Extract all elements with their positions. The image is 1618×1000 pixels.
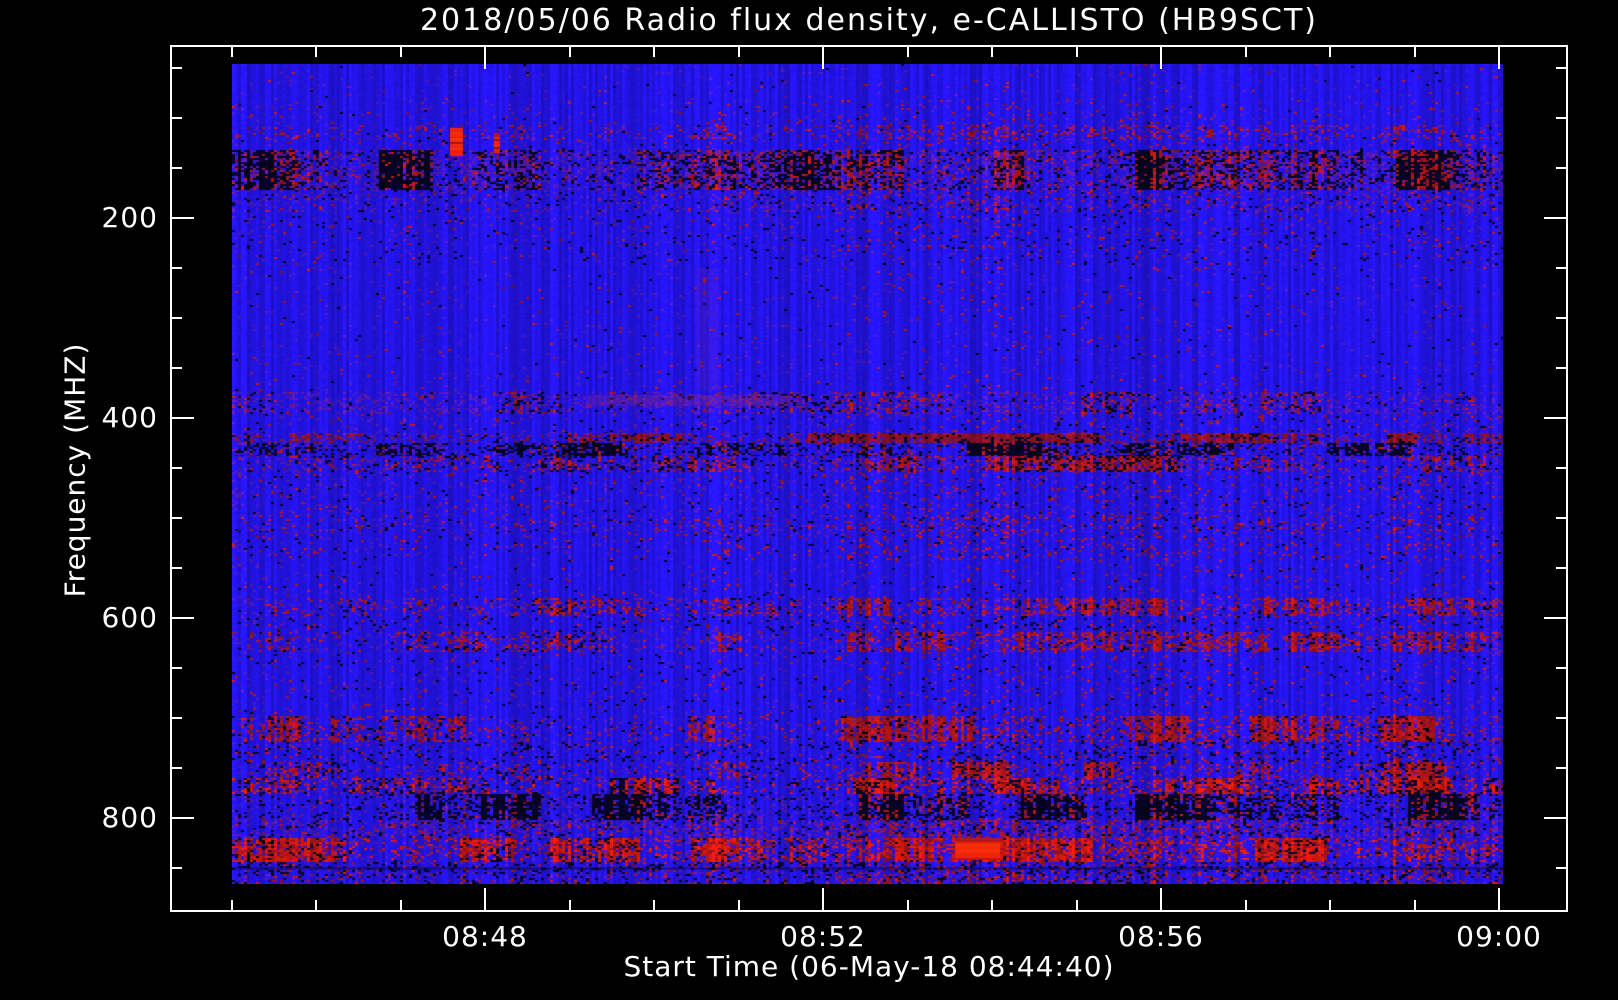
y-tick-label: 600 bbox=[101, 601, 158, 634]
y-major-tick bbox=[170, 417, 194, 419]
x-minor-tick bbox=[991, 45, 993, 57]
x-minor-tick bbox=[653, 900, 655, 912]
y-minor-tick bbox=[170, 267, 182, 269]
y-minor-tick bbox=[1556, 467, 1568, 469]
x-minor-tick bbox=[1414, 45, 1416, 57]
y-minor-tick bbox=[170, 467, 182, 469]
y-minor-tick bbox=[170, 367, 182, 369]
y-major-tick bbox=[170, 217, 194, 219]
y-tick-label: 400 bbox=[101, 401, 158, 434]
x-minor-tick bbox=[1245, 900, 1247, 912]
x-major-tick bbox=[1498, 888, 1500, 912]
y-major-tick bbox=[170, 617, 194, 619]
y-minor-tick bbox=[170, 567, 182, 569]
y-minor-tick bbox=[1556, 667, 1568, 669]
y-minor-tick bbox=[1556, 317, 1568, 319]
y-minor-tick bbox=[170, 67, 182, 69]
y-tick-label: 200 bbox=[101, 201, 158, 234]
y-minor-tick bbox=[1556, 867, 1568, 869]
y-minor-tick bbox=[170, 167, 182, 169]
x-minor-tick bbox=[1329, 45, 1331, 57]
x-major-tick bbox=[822, 45, 824, 69]
x-minor-tick bbox=[991, 900, 993, 912]
x-minor-tick bbox=[315, 900, 317, 912]
y-minor-tick bbox=[170, 767, 182, 769]
y-major-tick bbox=[1544, 617, 1568, 619]
plot-frame bbox=[170, 45, 1568, 912]
y-minor-tick bbox=[170, 667, 182, 669]
y-minor-tick bbox=[1556, 67, 1568, 69]
x-major-tick bbox=[484, 888, 486, 912]
spectrogram-canvas bbox=[232, 64, 1503, 884]
x-minor-tick bbox=[738, 900, 740, 912]
chart-title: 2018/05/06 Radio flux density, e-CALLIST… bbox=[419, 3, 1319, 38]
y-minor-tick bbox=[1556, 517, 1568, 519]
y-minor-tick bbox=[1556, 367, 1568, 369]
x-minor-tick bbox=[315, 45, 317, 57]
x-major-tick bbox=[822, 888, 824, 912]
y-minor-tick bbox=[1556, 717, 1568, 719]
x-tick-label: 08:48 bbox=[442, 920, 528, 953]
y-minor-tick bbox=[1556, 167, 1568, 169]
x-minor-tick bbox=[907, 45, 909, 57]
x-major-tick bbox=[1160, 45, 1162, 69]
y-minor-tick bbox=[1556, 117, 1568, 119]
x-minor-tick bbox=[1245, 45, 1247, 57]
y-minor-tick bbox=[170, 117, 182, 119]
x-minor-tick bbox=[569, 45, 571, 57]
y-major-tick bbox=[170, 817, 194, 819]
x-major-tick bbox=[484, 45, 486, 69]
y-major-tick bbox=[1544, 417, 1568, 419]
x-minor-tick bbox=[400, 900, 402, 912]
x-minor-tick bbox=[1329, 900, 1331, 912]
y-major-tick bbox=[1544, 217, 1568, 219]
x-minor-tick bbox=[400, 45, 402, 57]
x-minor-tick bbox=[569, 900, 571, 912]
y-minor-tick bbox=[170, 317, 182, 319]
y-tick-label: 800 bbox=[101, 801, 158, 834]
x-tick-label: 08:52 bbox=[780, 920, 866, 953]
x-minor-tick bbox=[1414, 900, 1416, 912]
y-minor-tick bbox=[1556, 767, 1568, 769]
x-tick-label: 09:00 bbox=[1456, 920, 1542, 953]
x-minor-tick bbox=[1076, 45, 1078, 57]
y-axis-label: Frequency (MHZ) bbox=[58, 342, 92, 598]
y-minor-tick bbox=[1556, 267, 1568, 269]
x-minor-tick bbox=[738, 45, 740, 57]
y-minor-tick bbox=[170, 867, 182, 869]
x-minor-tick bbox=[231, 45, 233, 57]
x-minor-tick bbox=[653, 45, 655, 57]
y-major-tick bbox=[1544, 817, 1568, 819]
x-major-tick bbox=[1160, 888, 1162, 912]
y-minor-tick bbox=[1556, 567, 1568, 569]
y-minor-tick bbox=[170, 517, 182, 519]
x-minor-tick bbox=[907, 900, 909, 912]
x-major-tick bbox=[1498, 45, 1500, 69]
x-axis-label: Start Time (06-May-18 08:44:40) bbox=[623, 950, 1115, 983]
x-tick-label: 08:56 bbox=[1118, 920, 1204, 953]
x-minor-tick bbox=[231, 900, 233, 912]
x-minor-tick bbox=[1076, 900, 1078, 912]
y-minor-tick bbox=[170, 717, 182, 719]
